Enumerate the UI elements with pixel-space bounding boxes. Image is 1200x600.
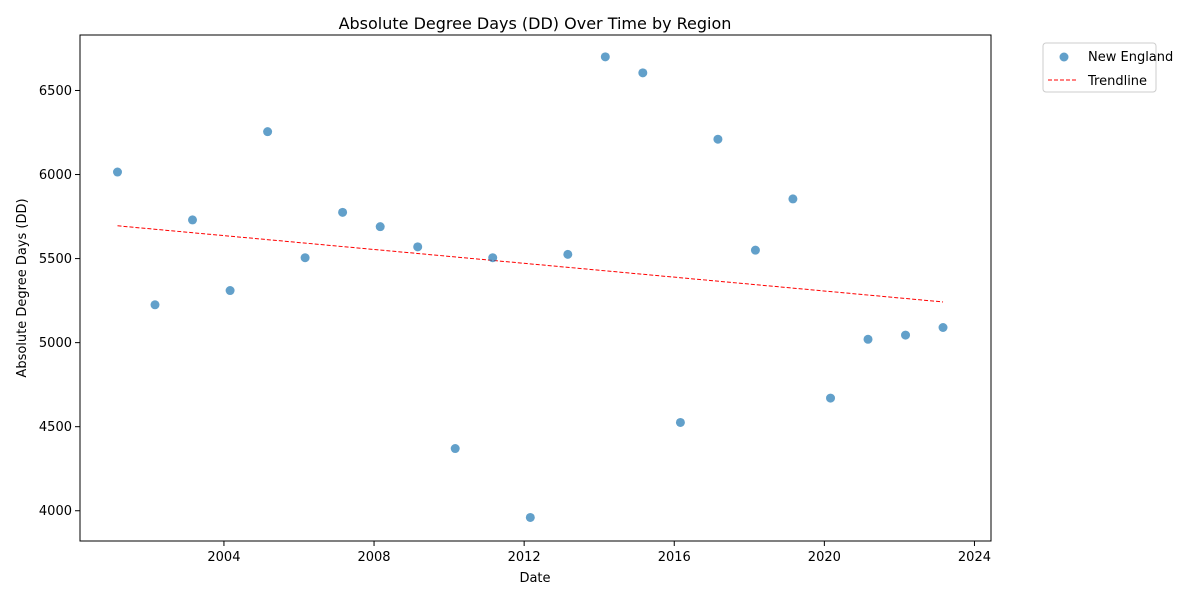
data-point	[488, 253, 498, 263]
x-tick-label: 2024	[958, 550, 991, 565]
x-tick-label: 2020	[808, 550, 841, 565]
data-point	[150, 300, 160, 310]
legend-box	[1042, 42, 1157, 93]
data-point	[788, 194, 798, 204]
legend-label-trendline: Trendline	[1087, 74, 1147, 89]
data-point	[225, 286, 235, 296]
x-tick-label: 2008	[357, 550, 390, 565]
legend-label-new-england: New England	[1088, 50, 1173, 65]
plot-area: 2004 2008 2012 2016 2020 2024 4000 4500 5000 550…	[39, 34, 992, 565]
trendline	[117, 225, 944, 303]
data-point	[188, 215, 198, 225]
x-tick-label: 2016	[658, 550, 691, 565]
points-layer	[113, 52, 948, 522]
x-tick-label: 2004	[207, 550, 240, 565]
data-point	[863, 334, 873, 344]
data-point	[375, 222, 385, 232]
y-tick-label: 5500	[39, 252, 72, 267]
y-axis-ticks: 4000 4500 5000 5500 6000 6500	[39, 84, 80, 519]
data-point	[563, 249, 573, 259]
y-tick-label: 4000	[39, 504, 72, 519]
data-point	[713, 134, 723, 144]
data-point	[600, 52, 610, 62]
data-point	[413, 242, 423, 252]
legend: New England Trendline	[1042, 42, 1173, 93]
x-axis-label: Date	[519, 571, 550, 586]
data-point	[750, 245, 760, 255]
y-axis-label: Absolute Degree Days (DD)	[15, 198, 30, 377]
data-point	[450, 444, 460, 454]
data-point	[938, 323, 948, 333]
data-point	[300, 253, 310, 263]
y-tick-label: 5000	[39, 336, 72, 351]
trendline-layer	[117, 225, 944, 303]
data-point	[113, 167, 123, 177]
data-point	[901, 330, 911, 340]
legend-marker-new-england	[1059, 52, 1069, 62]
data-point	[263, 127, 273, 137]
data-point	[826, 393, 836, 403]
x-axis-ticks: 2004 2008 2012 2016 2020 2024	[207, 541, 991, 565]
data-point	[525, 512, 535, 522]
data-point	[638, 68, 648, 78]
chart-title: Absolute Degree Days (DD) Over Time by R…	[339, 14, 732, 33]
data-point	[338, 207, 348, 217]
y-tick-label: 4500	[39, 420, 72, 435]
plot-frame	[79, 34, 992, 542]
data-point	[675, 417, 685, 427]
y-tick-label: 6500	[39, 84, 72, 99]
y-tick-label: 6000	[39, 168, 72, 183]
x-tick-label: 2012	[508, 550, 541, 565]
